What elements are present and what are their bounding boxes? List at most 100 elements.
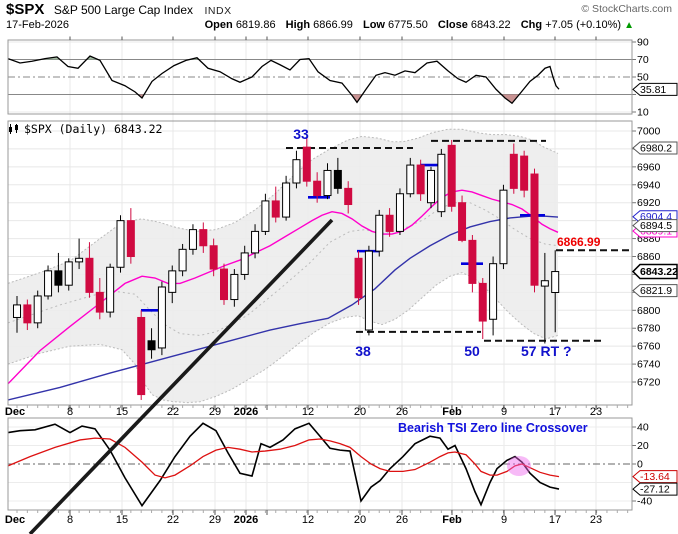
svg-text:6894.5: 6894.5 xyxy=(640,220,672,232)
svg-text:6860: 6860 xyxy=(637,251,661,263)
axis-value-box: 6821.9 xyxy=(632,284,678,298)
svg-text:-27.12: -27.12 xyxy=(640,484,670,496)
bar-count-57-rt: 57 RT ? xyxy=(521,343,572,359)
svg-text:12: 12 xyxy=(302,514,314,526)
svg-text:6821.9: 6821.9 xyxy=(640,285,672,297)
svg-text:29: 29 xyxy=(209,406,221,418)
price-panel: 7000696069406920688068606800678067606740… xyxy=(7,120,678,406)
svg-text:10: 10 xyxy=(637,107,649,119)
high-label: High xyxy=(285,19,311,31)
svg-text:6940: 6940 xyxy=(637,179,661,191)
svg-text:6980.2: 6980.2 xyxy=(640,143,672,155)
svg-text:-40: -40 xyxy=(637,496,652,508)
svg-text:9: 9 xyxy=(501,514,507,526)
svg-text:7000: 7000 xyxy=(637,126,661,138)
low-value: 6775.50 xyxy=(388,19,428,31)
svg-text:Feb: Feb xyxy=(442,406,462,418)
svg-text:Dec: Dec xyxy=(5,514,25,526)
price-flag-686699: 6866.99 xyxy=(557,235,601,249)
svg-text:17: 17 xyxy=(549,514,561,526)
chg-label: Chg xyxy=(520,19,543,31)
tsi-crossover-note: Bearish TSI Zero line Crossover xyxy=(398,421,588,435)
ema-20-line xyxy=(8,189,559,385)
candles xyxy=(13,138,560,400)
axis-value-box: 6843.22 xyxy=(631,263,678,280)
svg-text:22: 22 xyxy=(167,406,179,418)
svg-text:6920: 6920 xyxy=(637,197,661,209)
svg-text:2026: 2026 xyxy=(234,514,258,526)
bar-count-33: 33 xyxy=(293,126,309,142)
axis-value-box: -13.64 xyxy=(632,470,678,484)
open-value: 6819.86 xyxy=(235,19,276,31)
svg-text:6960: 6960 xyxy=(637,161,661,173)
band-midline xyxy=(8,202,559,336)
svg-text:6843.22: 6843.22 xyxy=(640,266,678,278)
crossover-highlight xyxy=(507,456,531,476)
svg-text:40: 40 xyxy=(637,422,649,434)
bar-count-50: 50 xyxy=(464,343,480,359)
bar-count-38: 38 xyxy=(355,343,371,359)
svg-text:70: 70 xyxy=(637,54,649,66)
svg-text:9: 9 xyxy=(501,406,507,418)
svg-text:6800: 6800 xyxy=(637,305,661,317)
tsi-tsi-line xyxy=(7,422,560,508)
price-panel-label-text: $SPX (Daily) 6843.22 xyxy=(24,122,163,136)
index-name: S&P 500 Large Cap Index xyxy=(53,3,194,17)
svg-text:Feb: Feb xyxy=(442,514,462,526)
low-label: Low xyxy=(362,19,385,31)
svg-text:0: 0 xyxy=(637,459,643,471)
svg-text:17: 17 xyxy=(549,406,561,418)
svg-text:6720: 6720 xyxy=(637,377,661,389)
svg-text:15: 15 xyxy=(116,514,128,526)
tsi-panel: 40 20 0 -40 -13.64-27.12 xyxy=(7,417,678,511)
series-candles-icon xyxy=(8,123,20,137)
chg-value: +7.05 (+0.10%) xyxy=(545,19,622,31)
chart-date: 17-Feb-2026 xyxy=(6,19,69,31)
svg-text:26: 26 xyxy=(396,406,408,418)
oversold-fill xyxy=(138,94,520,104)
axis-value-box: -27.12 xyxy=(632,482,678,496)
svg-text:29: 29 xyxy=(209,514,221,526)
svg-text:23: 23 xyxy=(590,514,602,526)
exchange-tag: INDX xyxy=(204,5,232,17)
svg-text:12: 12 xyxy=(302,406,314,418)
svg-text:50: 50 xyxy=(637,72,649,84)
axis-value-box: 6894.5 xyxy=(632,219,678,233)
stockcharts-credit: © StockCharts.com xyxy=(581,3,672,15)
svg-text:8: 8 xyxy=(67,406,73,418)
overbought-fill xyxy=(8,56,310,60)
oscillator-panel: 90 70 50 10 35.81 xyxy=(7,37,678,119)
oscillator-line xyxy=(7,55,560,105)
tsi-signal-line xyxy=(7,437,560,479)
axis-value-box: 6980.2 xyxy=(632,141,678,155)
svg-text:20: 20 xyxy=(354,514,366,526)
svg-text:23: 23 xyxy=(590,406,602,418)
chart-header: $SPX S&P 500 Large Cap Index INDX © Stoc… xyxy=(0,0,678,36)
svg-text:2026: 2026 xyxy=(234,406,258,418)
svg-text:20: 20 xyxy=(354,406,366,418)
close-value: 6843.22 xyxy=(470,19,511,31)
ohlc-readout: Open 6819.86 High 6866.99 Low 6775.50 Cl… xyxy=(198,19,634,31)
svg-text:6740: 6740 xyxy=(637,359,661,371)
trendline xyxy=(28,218,334,534)
symbol: $SPX xyxy=(6,1,45,18)
close-label: Close xyxy=(437,19,468,31)
svg-text:35.81: 35.81 xyxy=(640,84,666,96)
svg-text:20: 20 xyxy=(637,440,649,452)
up-arrow-icon: ▲ xyxy=(624,20,634,31)
price-panel-label: $SPX (Daily) 6843.22 xyxy=(8,122,162,137)
svg-text:22: 22 xyxy=(167,514,179,526)
svg-text:6780: 6780 xyxy=(637,323,661,335)
svg-text:8: 8 xyxy=(67,514,73,526)
svg-text:90: 90 xyxy=(637,37,649,49)
axis-value-box: 35.81 xyxy=(632,82,678,96)
svg-text:-13.64: -13.64 xyxy=(640,471,670,483)
open-label: Open xyxy=(204,19,233,31)
high-value: 6866.99 xyxy=(313,19,353,31)
svg-text:Dec: Dec xyxy=(5,406,25,418)
svg-text:6760: 6760 xyxy=(637,341,661,353)
svg-text:26: 26 xyxy=(396,514,408,526)
